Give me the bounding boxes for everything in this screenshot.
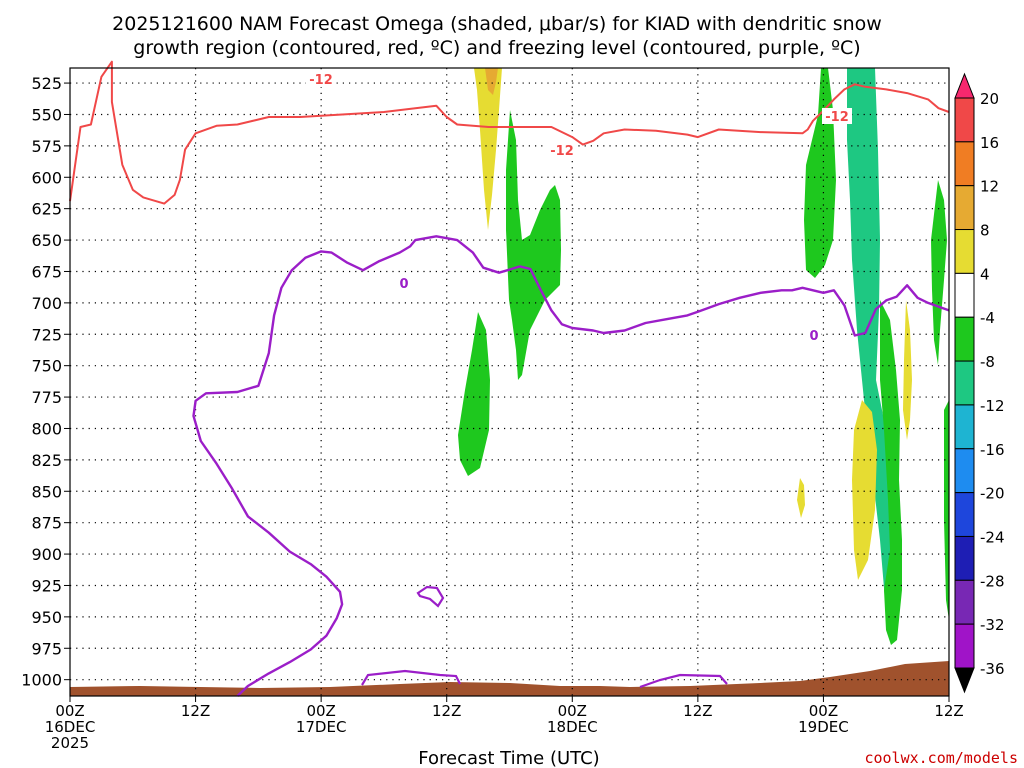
omega-green-area bbox=[506, 110, 561, 380]
x-tick-label: 12Z bbox=[432, 702, 461, 720]
y-tick-label: 775 bbox=[31, 388, 62, 407]
credit-text: coolwx.com/models bbox=[864, 749, 1018, 767]
contour-label: 0 bbox=[809, 329, 818, 344]
contour-label: 0 bbox=[399, 277, 408, 292]
x-tick-label: 12Z bbox=[181, 702, 210, 720]
y-tick-label: 825 bbox=[31, 451, 62, 470]
colorbar-bottom-arrow bbox=[954, 667, 975, 694]
chart-title-line-2: growth region (contoured, red, ºC) and f… bbox=[133, 37, 860, 59]
omega-yellow-area bbox=[797, 478, 805, 518]
y-tick-label: 625 bbox=[31, 200, 62, 219]
y-tick-label: 650 bbox=[31, 231, 62, 250]
omega-yellow-area bbox=[474, 68, 502, 230]
colorbar-swatch bbox=[954, 229, 975, 274]
colorbar-label: 12 bbox=[980, 178, 999, 196]
omega-yellow-area bbox=[903, 300, 912, 440]
x-tick-label: 00Z bbox=[55, 702, 84, 720]
plot-area: -12 -12 -12 0 0 bbox=[69, 60, 950, 697]
freezing-level-loop bbox=[361, 669, 461, 686]
x-tick-label: 00Z bbox=[306, 702, 335, 720]
y-tick-label: 1000 bbox=[21, 671, 62, 690]
omega-green-area bbox=[880, 300, 902, 645]
y-tick-label: 550 bbox=[31, 105, 62, 124]
x-tick-label: 00Z bbox=[558, 702, 587, 720]
omega-teal-area bbox=[847, 68, 894, 628]
colorbar-label: -24 bbox=[980, 528, 1005, 546]
y-tick-label: 750 bbox=[31, 357, 62, 376]
x-tick-label: 12Z bbox=[934, 702, 963, 720]
y-tick-label: 950 bbox=[31, 608, 62, 627]
contour-label: -12 bbox=[550, 144, 574, 159]
colorbar-label: 16 bbox=[980, 134, 999, 152]
y-tick-label: 875 bbox=[31, 514, 62, 533]
x-tick-label: 17DEC bbox=[296, 718, 347, 736]
contour-line bbox=[192, 235, 950, 697]
y-tick-label: 700 bbox=[31, 294, 62, 313]
contour-label: -12 bbox=[825, 110, 849, 125]
colorbar-swatch bbox=[954, 404, 975, 450]
x-tick-label: 00Z bbox=[809, 702, 838, 720]
chart-title-line-1: 2025121600 NAM Forecast Omega (shaded, μ… bbox=[112, 13, 882, 35]
omega-green-area bbox=[944, 400, 949, 620]
colorbar-swatch bbox=[954, 185, 975, 231]
omega-orange-area bbox=[485, 68, 498, 95]
y-tick-label: 900 bbox=[31, 545, 62, 564]
x-tick-label: 2025 bbox=[51, 734, 89, 752]
omega-green-area bbox=[458, 312, 490, 476]
colorbar-label: -28 bbox=[980, 572, 1005, 590]
omega-green-area bbox=[804, 68, 836, 278]
colorbar: 20 16 12 8 4 -4 -8 -12 -16 -20 -24 -28 -32 -36 bbox=[954, 72, 1005, 694]
omega-green-area bbox=[931, 180, 947, 365]
colorbar-swatch bbox=[954, 141, 975, 187]
y-tick-label: 800 bbox=[31, 419, 62, 438]
colorbar-label: -8 bbox=[980, 353, 995, 371]
colorbar-label: -20 bbox=[980, 485, 1005, 503]
x-tick-label: 16DEC bbox=[45, 718, 96, 736]
y-tick-label: 675 bbox=[31, 262, 62, 281]
colorbar-swatch bbox=[954, 316, 975, 362]
contour-line bbox=[69, 60, 950, 205]
colorbar-swatch bbox=[954, 448, 975, 494]
y-tick-label: 925 bbox=[31, 576, 62, 595]
contours bbox=[69, 60, 950, 697]
colorbar-label: -4 bbox=[980, 309, 995, 327]
omega-yellow-area bbox=[852, 400, 877, 580]
contour-labels: -12 -12 -12 0 0 bbox=[306, 71, 852, 344]
y-axis-ticks: 525 550 575 600 625 650 675 700 725 750 775 800 825 8… bbox=[21, 74, 70, 690]
colorbar-label: -32 bbox=[980, 616, 1005, 634]
colorbar-swatch bbox=[954, 492, 975, 537]
y-tick-label: 525 bbox=[31, 74, 62, 93]
colorbar-label: -36 bbox=[980, 660, 1005, 678]
omega-shading bbox=[458, 68, 949, 645]
colorbar-swatch bbox=[954, 97, 975, 143]
y-tick-label: 850 bbox=[31, 482, 62, 501]
grid-lines bbox=[70, 68, 949, 696]
colorbar-label: -16 bbox=[980, 441, 1005, 459]
colorbar-label: 4 bbox=[980, 265, 990, 283]
colorbar-swatch bbox=[954, 579, 975, 625]
colorbar-top-arrow bbox=[954, 72, 975, 99]
y-tick-label: 575 bbox=[31, 137, 62, 156]
x-tick-label: 12Z bbox=[683, 702, 712, 720]
colorbar-swatch bbox=[954, 535, 975, 581]
freezing-level-loop bbox=[639, 673, 728, 689]
x-axis-label: Forecast Time (UTC) bbox=[418, 748, 599, 768]
contour-label: -12 bbox=[309, 73, 333, 88]
x-tick-label: 19DEC bbox=[798, 718, 849, 736]
y-tick-label: 975 bbox=[31, 639, 62, 658]
freezing-level-loop bbox=[416, 585, 445, 608]
colorbar-label: 20 bbox=[980, 90, 999, 108]
colorbar-swatch bbox=[954, 272, 975, 318]
plot-frame bbox=[69, 67, 950, 697]
ground-fill bbox=[70, 661, 949, 696]
colorbar-swatch bbox=[954, 623, 975, 669]
colorbar-swatch bbox=[954, 360, 975, 406]
colorbar-label: -12 bbox=[980, 397, 1005, 415]
colorbar-label: 8 bbox=[980, 222, 990, 240]
y-tick-label: 725 bbox=[31, 325, 62, 344]
y-tick-label: 600 bbox=[31, 168, 62, 187]
x-tick-label: 18DEC bbox=[547, 718, 598, 736]
